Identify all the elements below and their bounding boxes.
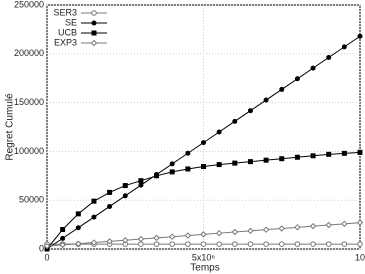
marker <box>247 108 253 114</box>
legend-marker <box>91 20 97 26</box>
marker <box>137 235 145 243</box>
marker <box>106 238 113 245</box>
marker <box>75 211 81 217</box>
marker <box>169 241 175 247</box>
marker <box>341 241 348 247</box>
marker <box>326 151 332 157</box>
marker <box>262 226 270 233</box>
x-axis-title: Temps <box>190 263 219 274</box>
marker <box>310 241 316 247</box>
y-tick-label: 150000 <box>14 97 44 107</box>
marker <box>310 153 316 159</box>
marker <box>60 226 66 232</box>
marker <box>168 233 176 240</box>
marker <box>138 182 144 188</box>
y-tick-label: 50000 <box>19 195 44 205</box>
x-tick-label: 0 <box>44 252 49 262</box>
marker <box>90 239 98 246</box>
marker <box>294 154 300 160</box>
marker <box>263 157 269 163</box>
marker <box>154 173 160 179</box>
marker <box>153 241 160 247</box>
marker <box>341 220 348 228</box>
marker <box>75 225 81 231</box>
marker <box>294 76 300 82</box>
marker <box>169 169 175 175</box>
marker <box>232 118 238 124</box>
marker <box>310 65 316 71</box>
marker <box>357 241 363 247</box>
legend-label: UCB <box>58 27 77 37</box>
marker <box>247 227 254 235</box>
marker <box>215 229 223 237</box>
x-tick-label: 10 <box>355 252 365 262</box>
marker <box>122 237 129 244</box>
marker <box>185 150 191 156</box>
marker <box>216 162 222 168</box>
marker <box>278 225 285 232</box>
marker <box>326 55 332 61</box>
marker <box>357 33 363 39</box>
marker <box>107 189 113 195</box>
marker <box>169 161 175 167</box>
marker <box>200 231 207 238</box>
legend-label: EXP3 <box>54 37 77 47</box>
marker <box>247 241 254 247</box>
marker <box>325 241 332 247</box>
marker <box>356 219 364 226</box>
marker <box>294 241 301 247</box>
y-axis-title: Regret Cumulé <box>5 93 16 161</box>
marker <box>43 242 51 250</box>
marker <box>232 241 238 247</box>
marker <box>216 129 222 135</box>
legend-marker <box>91 10 97 16</box>
y-tick-label: 0 <box>39 243 44 253</box>
marker <box>232 160 238 166</box>
legend-label: SER3 <box>53 7 77 17</box>
marker <box>278 241 285 247</box>
marker <box>231 228 239 236</box>
marker <box>107 203 113 209</box>
marker <box>325 221 332 229</box>
marker <box>201 140 206 146</box>
marker <box>357 149 363 155</box>
marker <box>279 86 285 92</box>
marker <box>91 198 97 204</box>
y-tick-label: 250000 <box>14 0 44 9</box>
marker <box>185 241 191 247</box>
marker <box>122 183 128 189</box>
marker <box>138 178 144 184</box>
marker <box>309 222 317 230</box>
marker <box>341 44 347 50</box>
marker <box>185 166 191 172</box>
marker <box>153 234 160 242</box>
marker <box>60 235 66 241</box>
y-tick-label: 100000 <box>14 146 44 156</box>
marker <box>263 241 269 247</box>
marker <box>91 214 97 220</box>
legend-label: SE <box>65 17 77 27</box>
marker <box>341 150 347 156</box>
marker <box>200 241 207 247</box>
marker <box>138 241 144 247</box>
marker <box>201 164 206 170</box>
x-tick-label: 5x10⁶ <box>192 252 216 262</box>
marker <box>122 193 128 199</box>
marker <box>75 240 82 247</box>
marker <box>294 224 301 231</box>
marker <box>216 241 222 247</box>
marker <box>59 241 66 249</box>
y-tick-label: 200000 <box>14 48 44 58</box>
marker <box>279 156 285 162</box>
marker <box>184 232 192 239</box>
marker <box>247 159 253 165</box>
marker <box>263 97 269 103</box>
legend-marker <box>91 30 97 36</box>
legend-marker <box>90 39 98 47</box>
